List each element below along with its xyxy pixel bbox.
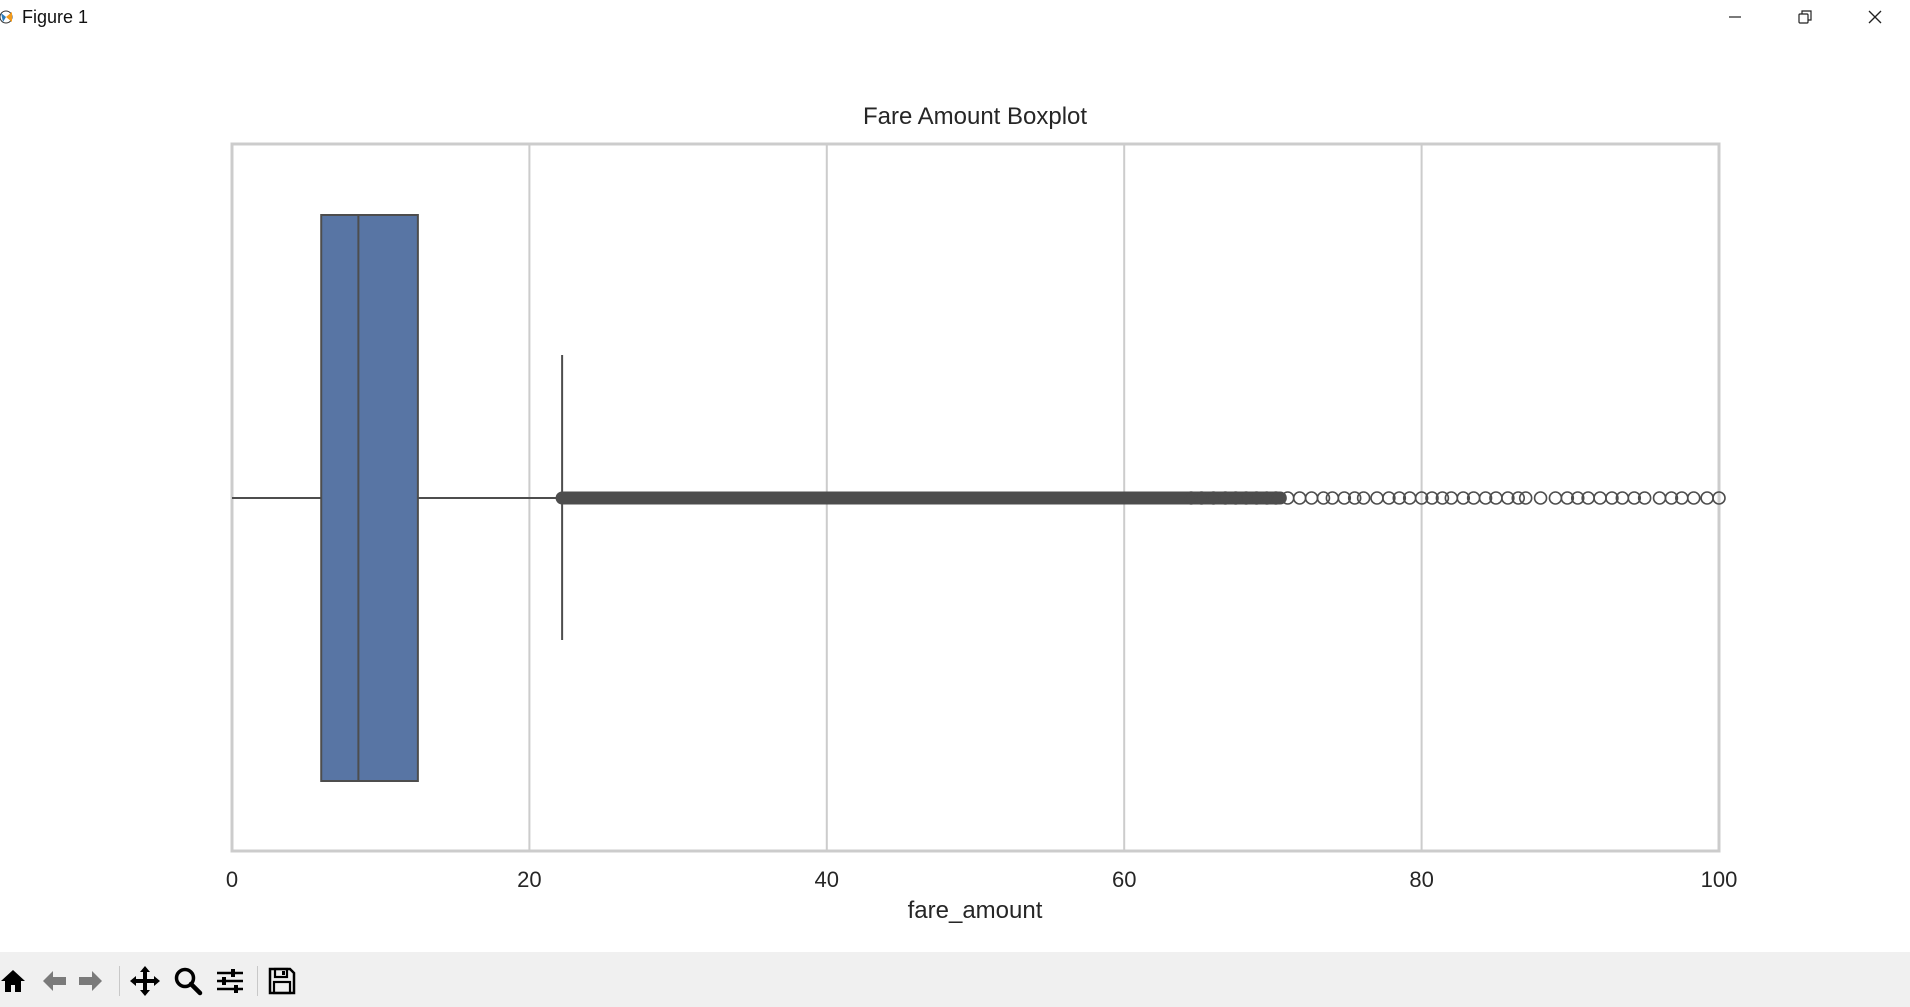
outlier-point xyxy=(1325,491,1340,505)
outlier-point xyxy=(1392,491,1407,505)
back-icon xyxy=(43,971,66,991)
outlier-point xyxy=(1444,491,1459,505)
x-axis-label: fare_amount xyxy=(908,897,1043,924)
figure-canvas: Fare Amount Boxplot 0 20 40 60 80 100 fare_am… xyxy=(0,34,1910,952)
home-icon xyxy=(1,970,25,992)
outlier-point xyxy=(1382,491,1396,505)
close-icon xyxy=(1868,10,1882,24)
outlier-point xyxy=(1435,491,1450,505)
outlier-point xyxy=(1501,491,1515,505)
toolbar-separator xyxy=(119,966,120,996)
outlier-point xyxy=(1593,491,1607,505)
x-tick-label: 0 xyxy=(226,867,238,892)
minimize-icon xyxy=(1729,16,1741,18)
x-tick-label: 80 xyxy=(1409,867,1433,892)
outlier-point xyxy=(1356,491,1371,505)
pan-icon xyxy=(130,966,160,996)
home-button[interactable] xyxy=(0,964,30,998)
zoom-icon xyxy=(174,967,203,996)
pan-button[interactable] xyxy=(128,964,162,998)
outlier-point xyxy=(1184,491,1198,505)
outlier-point xyxy=(1292,491,1307,505)
boxplot-box-group xyxy=(232,214,564,782)
outlier-point xyxy=(1686,491,1701,505)
x-tick-label: 60 xyxy=(1112,867,1136,892)
x-tick-label: 100 xyxy=(1701,867,1738,892)
outlier-point xyxy=(1425,491,1439,505)
outlier-point xyxy=(1700,491,1714,505)
outlier-point xyxy=(1228,491,1243,505)
outlier-point xyxy=(1218,491,1233,505)
outlier-point xyxy=(1627,491,1642,505)
outlier-point xyxy=(1637,491,1652,505)
outlier-point xyxy=(1518,491,1533,505)
outlier-point xyxy=(1511,491,1526,505)
x-tick-label: 40 xyxy=(815,867,839,892)
navigation-toolbar xyxy=(0,952,1910,1007)
chart-title: Fare Amount Boxplot xyxy=(863,103,1087,130)
back-button[interactable] xyxy=(37,964,71,998)
x-tick-label: 20 xyxy=(517,867,541,892)
outlier-point xyxy=(1456,491,1471,505)
outlier-point xyxy=(1370,491,1384,505)
outlier-group xyxy=(555,491,1726,505)
outlier-point xyxy=(1239,491,1253,505)
minimize-button[interactable] xyxy=(1700,0,1770,34)
outlier-point xyxy=(1337,491,1352,505)
outlier-point xyxy=(1316,491,1331,505)
outlier-point xyxy=(1548,491,1563,505)
outlier-point xyxy=(1652,491,1667,505)
outlier-point xyxy=(1712,491,1726,505)
matplotlib-app-icon xyxy=(0,10,13,24)
outlier-point xyxy=(1570,491,1585,505)
outlier-point xyxy=(1560,491,1575,505)
boxplot-chart: Fare Amount Boxplot 0 20 40 60 80 100 fare_am… xyxy=(226,103,1737,924)
x-tick-labels: 0 20 40 60 80 100 xyxy=(226,867,1737,892)
configure-subplots-icon xyxy=(217,969,243,993)
forward-button[interactable] xyxy=(74,964,108,998)
outlier-point xyxy=(1605,491,1619,505)
outlier-point xyxy=(1664,491,1679,505)
outlier-point xyxy=(1347,491,1362,505)
window-title: Figure 1 xyxy=(22,7,89,27)
toolbar-separator xyxy=(257,966,258,996)
save-icon xyxy=(268,967,296,995)
outlier-point xyxy=(1249,491,1264,505)
window-titlebar: Figure 1 xyxy=(0,0,1910,34)
outlier-point xyxy=(1478,491,1493,505)
outlier-point xyxy=(1260,491,1274,505)
save-button[interactable] xyxy=(265,964,299,998)
outlier-point xyxy=(1414,491,1429,505)
interquartile-box xyxy=(320,214,419,782)
restore-icon xyxy=(1798,10,1812,24)
restore-button[interactable] xyxy=(1770,0,1840,34)
outlier-point xyxy=(1533,491,1548,505)
outlier-point xyxy=(1304,491,1319,505)
zoom-button[interactable] xyxy=(171,964,205,998)
forward-icon xyxy=(79,971,102,991)
configure-subplots-button[interactable] xyxy=(213,964,247,998)
close-button[interactable] xyxy=(1840,0,1910,34)
